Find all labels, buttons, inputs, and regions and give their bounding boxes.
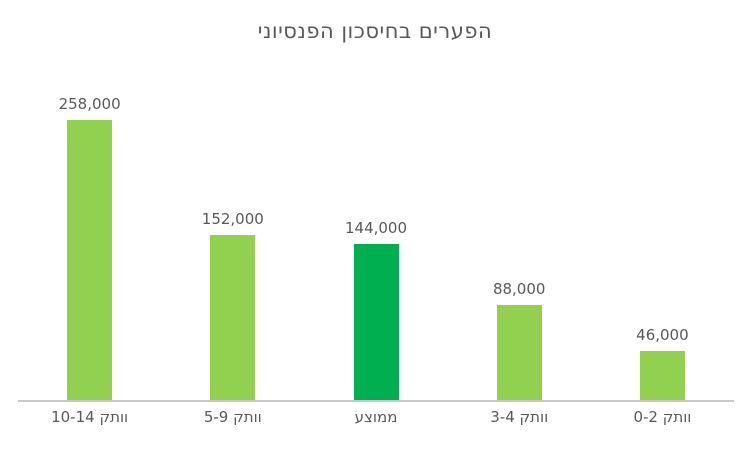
- category-label: וותק 0-2: [633, 408, 692, 426]
- category-label: וותק 10-14: [51, 408, 129, 426]
- x-axis-labels: וותק 10-14 וותק 5-9 ממוצע וותק 3-4 וותק 0-2: [18, 408, 734, 426]
- value-label: 46,000: [636, 326, 689, 344]
- bar-column: 144,000: [304, 85, 447, 401]
- category-label: וותק 3-4: [490, 408, 549, 426]
- value-label: 144,000: [344, 219, 408, 237]
- chart-title: הפערים בחיסכון הפנסיוני: [257, 19, 493, 43]
- bar: [496, 305, 542, 401]
- category-label: וותק 5-9: [203, 408, 262, 426]
- bar-column: 258,000: [18, 85, 161, 401]
- category-label: ממוצע: [354, 408, 398, 426]
- value-label: 88,000: [492, 280, 546, 298]
- plot-area: 258,000 152,000 144,000 88,000 46,000: [18, 85, 734, 401]
- bar: [353, 244, 399, 401]
- bar: [210, 235, 256, 401]
- bar-column: 46,000: [591, 85, 734, 401]
- bar-column: 88,000: [448, 85, 591, 401]
- bar: [67, 120, 113, 401]
- x-axis-line: [18, 400, 734, 402]
- value-label: 258,000: [58, 95, 121, 113]
- bar-column: 152,000: [161, 85, 304, 401]
- bar: [639, 351, 685, 401]
- value-label: 152,000: [201, 210, 264, 228]
